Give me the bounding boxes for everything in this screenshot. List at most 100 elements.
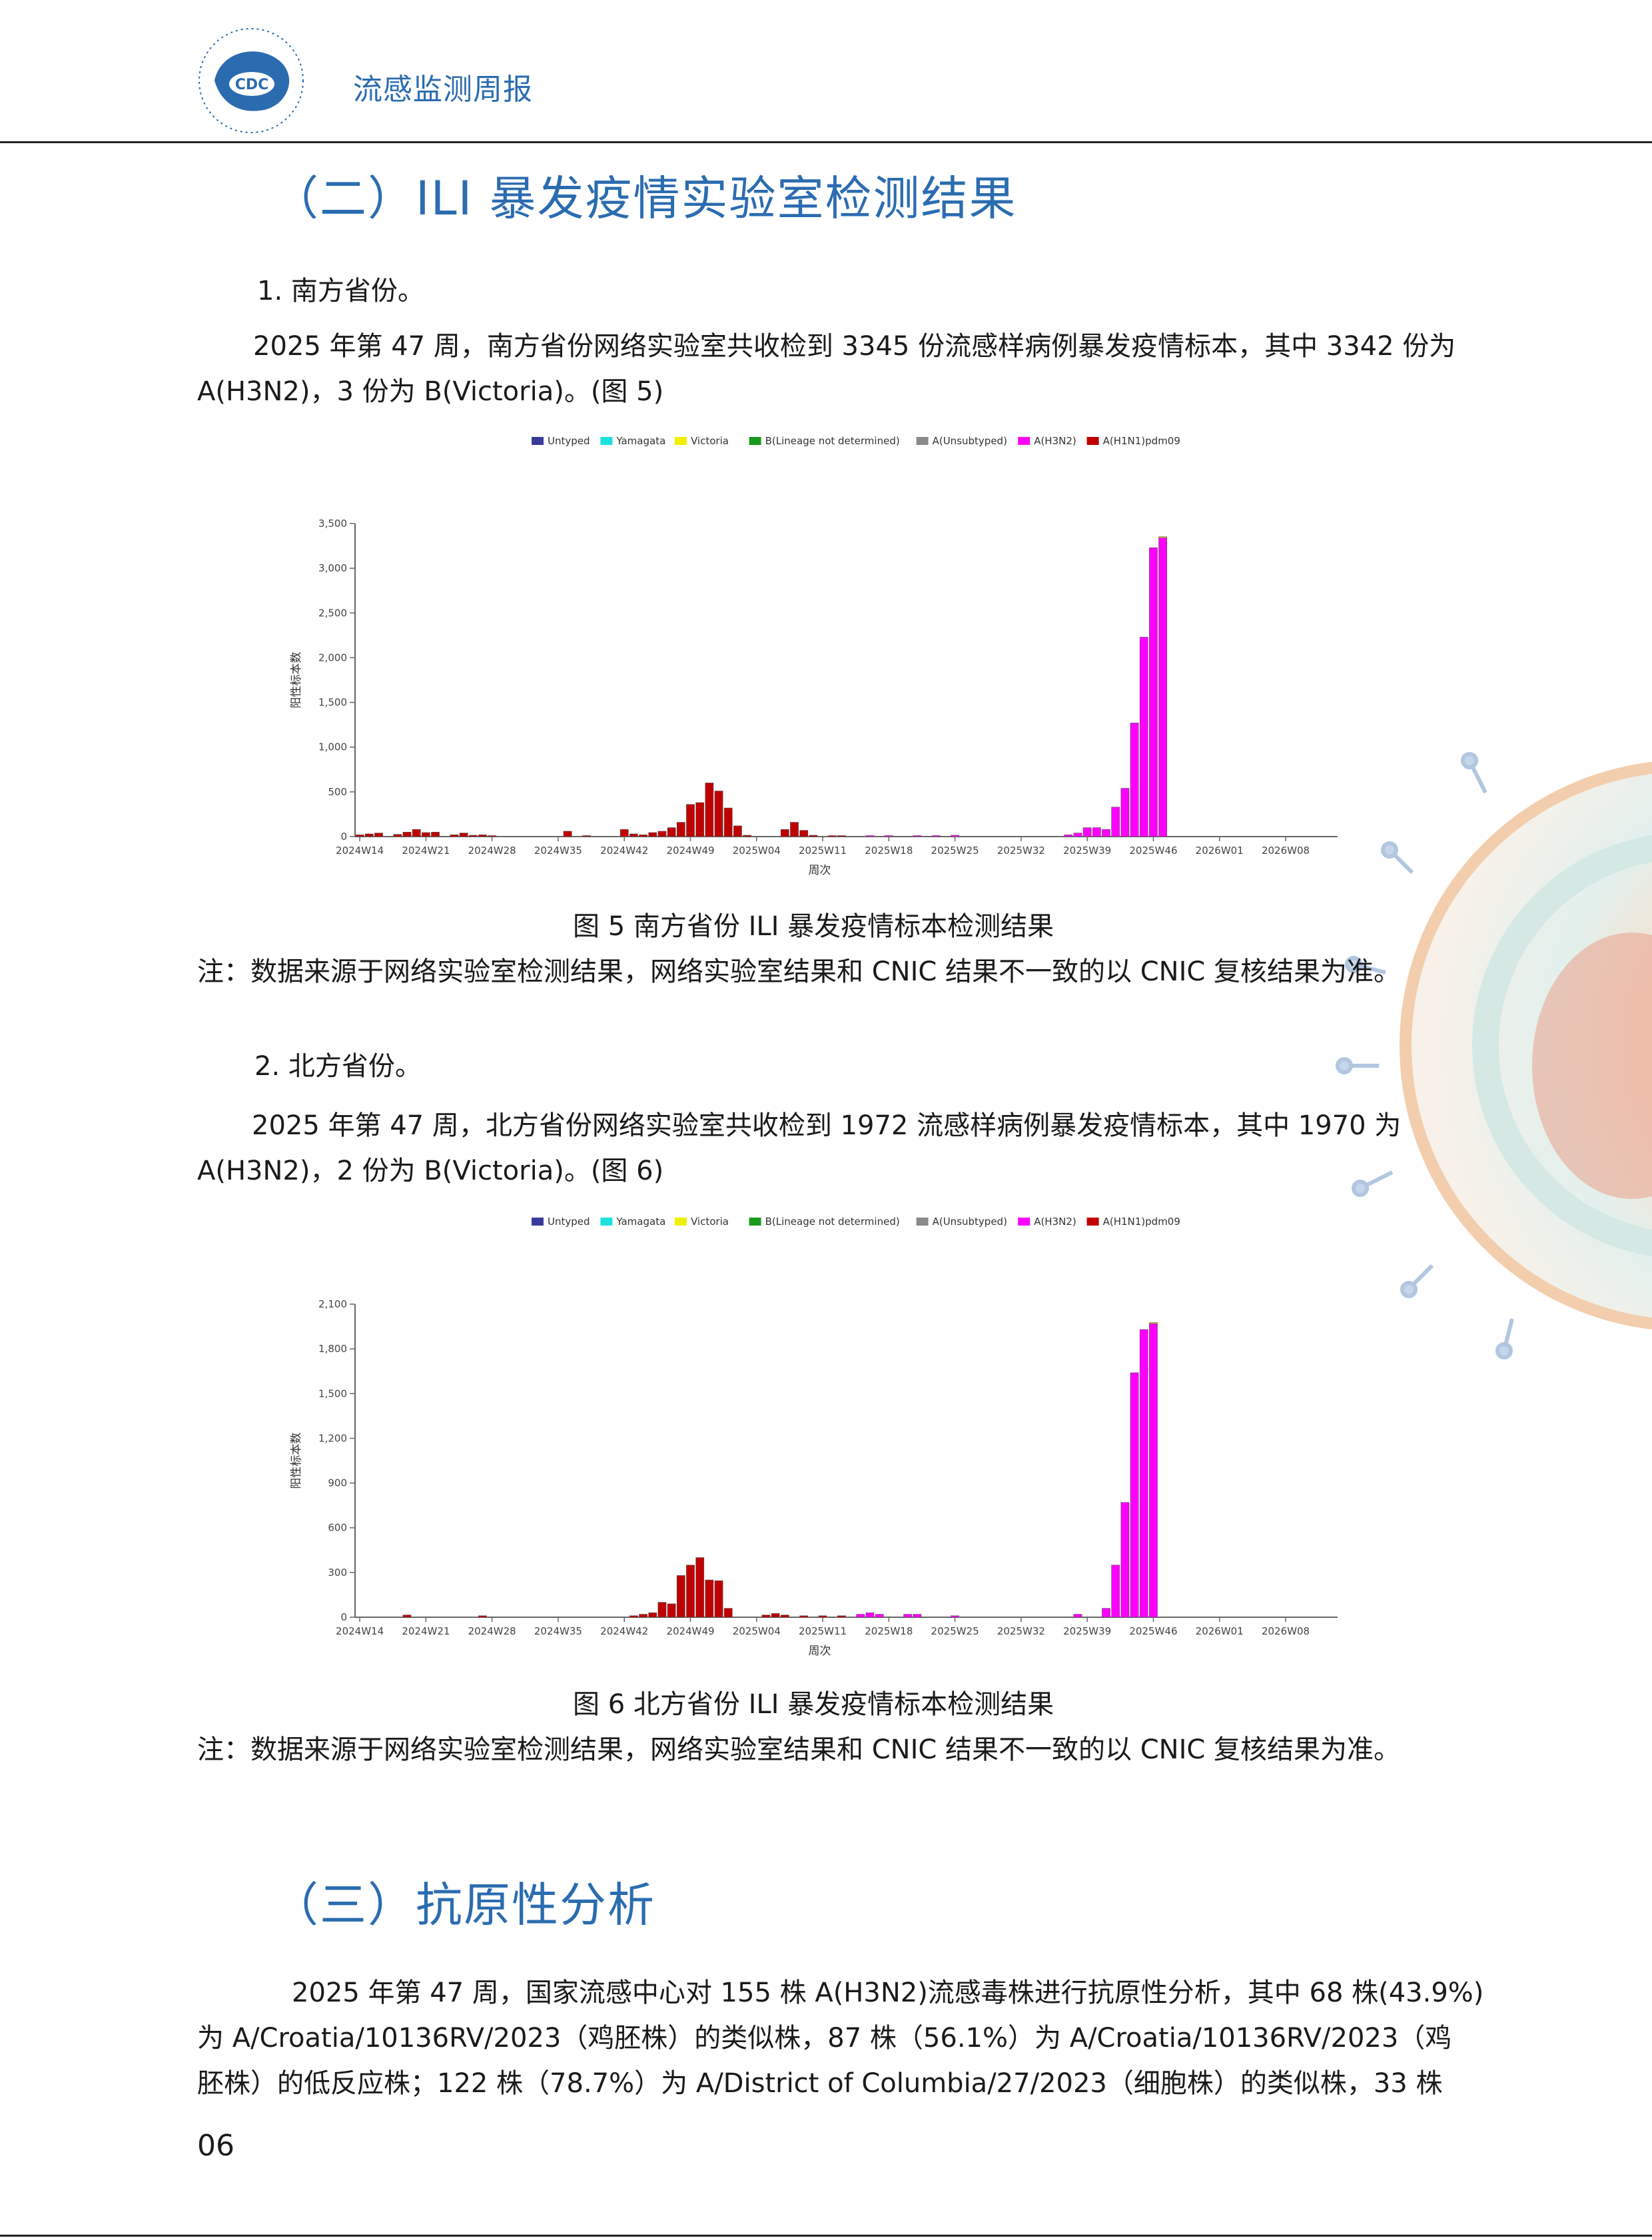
logo-text: CDC — [235, 77, 269, 93]
bar-2025W43 — [1120, 788, 1130, 837]
bar-2025W10 — [809, 835, 818, 837]
bar-2025W44 — [1130, 723, 1139, 837]
bar-2024W46 — [657, 1602, 667, 1618]
y-tick-label: 0 — [340, 831, 347, 843]
legend-label: A(H1N1)pdm09 — [1103, 1216, 1180, 1228]
bar-2025W46 — [1149, 1322, 1158, 1324]
bar-2024W50 — [695, 802, 705, 837]
legend-label: A(Unsubtyped) — [933, 1216, 1007, 1228]
bar-2024W47 — [667, 1603, 676, 1618]
x-tick-label: 2025W25 — [931, 845, 979, 857]
cdc-logo: CDC — [188, 17, 314, 144]
y-tick-label: 2,000 — [318, 651, 347, 663]
bar-2025W38 — [1073, 833, 1082, 837]
bar-2025W05 — [761, 1615, 771, 1618]
bar-2024W51 — [705, 783, 714, 837]
x-tick-label: 2025W18 — [865, 845, 913, 857]
bar-2024W36 — [563, 831, 572, 837]
bar-2024W19 — [402, 1615, 412, 1618]
bar-2025W21 — [913, 1614, 922, 1618]
bar-2024W44 — [639, 1614, 647, 1618]
bar-2025W11 — [818, 1615, 827, 1618]
legend-swatch — [600, 437, 613, 445]
x-tick-label: 2024W28 — [468, 1625, 516, 1637]
bar-2024W43 — [629, 1615, 638, 1618]
bar-2024W38 — [582, 835, 591, 837]
y-tick-label: 1,800 — [318, 1343, 347, 1355]
x-tick-label: 2024W42 — [600, 1625, 648, 1637]
bar-2025W25 — [951, 835, 959, 837]
x-tick-label: 2026W08 — [1262, 1625, 1310, 1637]
bar-2024W52 — [714, 1580, 723, 1618]
header-title: 流感监测周报 — [353, 73, 533, 107]
bar-2025W43 — [1120, 1502, 1130, 1618]
legend-label: Yamagata — [616, 435, 665, 447]
virus-illustration — [1312, 719, 1652, 1372]
bar-2024W43 — [629, 833, 638, 837]
bar-2025W47 — [1158, 536, 1168, 538]
bar-2025W15 — [856, 1614, 865, 1618]
legend-swatch — [675, 437, 687, 445]
bar-2024W19 — [402, 831, 412, 837]
legend-swatch — [1018, 1218, 1031, 1226]
legend-label: Untyped — [548, 435, 590, 447]
chart-north: Untyped Yamagata Victoria B(Lineage not det… — [272, 1204, 1338, 1658]
figure6-note: 注：数据来源于网络实验室检测结果，网络实验室结果和 CNIC 结果不一致的以 C… — [197, 1734, 1401, 1765]
footer-divider — [0, 2235, 1652, 2237]
bar-2024W28 — [488, 835, 497, 837]
bar-2025W07 — [780, 829, 789, 837]
bar-2025W09 — [799, 1615, 809, 1618]
bar-2025W12 — [827, 835, 837, 837]
south-paragraph: 2025 年第 47 周，南方省份网络实验室共收检到 3345 份流感样病例暴发… — [197, 324, 1652, 414]
x-tick-label: 2024W35 — [534, 845, 582, 857]
bar-2025W08 — [790, 822, 799, 837]
bar-2025W47 — [1158, 537, 1168, 837]
x-tick-label: 2026W01 — [1196, 845, 1244, 857]
bar-2024W24 — [450, 835, 459, 837]
legend-label: Victoria — [691, 1216, 729, 1228]
legend-swatch — [1018, 437, 1031, 445]
figure5-note: 注：数据来源于网络实验室检测结果，网络实验室结果和 CNIC 结果不一致的以 C… — [197, 956, 1401, 987]
bar-2024W48 — [676, 822, 685, 837]
legend-label: A(H3N2) — [1034, 1216, 1076, 1228]
x-tick-label: 2025W32 — [997, 845, 1045, 857]
legend-label: A(H1N1)pdm09 — [1103, 435, 1180, 447]
bar-2024W44 — [639, 835, 647, 837]
north-paragraph-line2: A(H3N2)，2 份为 B(Victoria)。(图 6) — [197, 1156, 664, 1186]
bar-2025W16 — [865, 1612, 875, 1618]
legend-swatch — [749, 437, 761, 445]
legend-swatch — [600, 1218, 613, 1226]
chart-legend: Untyped Yamagata Victoria B(Lineage not det… — [532, 1216, 1180, 1228]
bar-2025W07 — [780, 1615, 789, 1618]
legend-swatch — [1086, 1218, 1099, 1226]
bar-2024W49 — [686, 1565, 695, 1618]
x-tick-label: 2025W46 — [1129, 1625, 1177, 1637]
y-tick-label: 1,000 — [318, 741, 347, 753]
north-paragraph: 2025 年第 47 周，北方省份网络实验室共收检到 1972 流感样病例暴发疫… — [197, 1103, 1652, 1194]
x-tick-label: 2025W46 — [1129, 845, 1177, 857]
x-tick-label: 2025W25 — [931, 1625, 979, 1637]
bar-2024W21 — [421, 832, 430, 837]
bar-2025W13 — [837, 835, 846, 837]
x-tick-label: 2024W49 — [666, 845, 714, 857]
bar-2025W09 — [799, 830, 809, 837]
bar-2025W16 — [865, 835, 875, 837]
bar-2025W02 — [733, 825, 742, 837]
north-label: 2. 北方省份。 — [254, 1051, 422, 1082]
south-label: 1. 南方省份。 — [257, 276, 424, 306]
bar-2025W06 — [771, 1613, 780, 1618]
bar-2025W03 — [743, 835, 751, 837]
x-tick-label: 2024W42 — [600, 845, 648, 857]
y-tick-label: 500 — [328, 786, 347, 798]
bar-2024W27 — [478, 835, 487, 837]
y-tick-label: 1,200 — [318, 1432, 347, 1444]
bar-2025W44 — [1130, 1372, 1139, 1618]
bar-2024W45 — [648, 1612, 657, 1618]
legend-label: Yamagata — [616, 1216, 665, 1228]
bar-2024W45 — [648, 832, 657, 837]
bar-2025W01 — [723, 807, 733, 837]
antigenic-paragraph: 2025 年第 47 周，国家流感中心对 155 株 A(H3N2)流感毒株进行… — [197, 1970, 1652, 2106]
bar-2025W37 — [1064, 835, 1073, 837]
bar-2024W52 — [714, 791, 723, 837]
x-tick-label: 2025W32 — [997, 1625, 1045, 1637]
